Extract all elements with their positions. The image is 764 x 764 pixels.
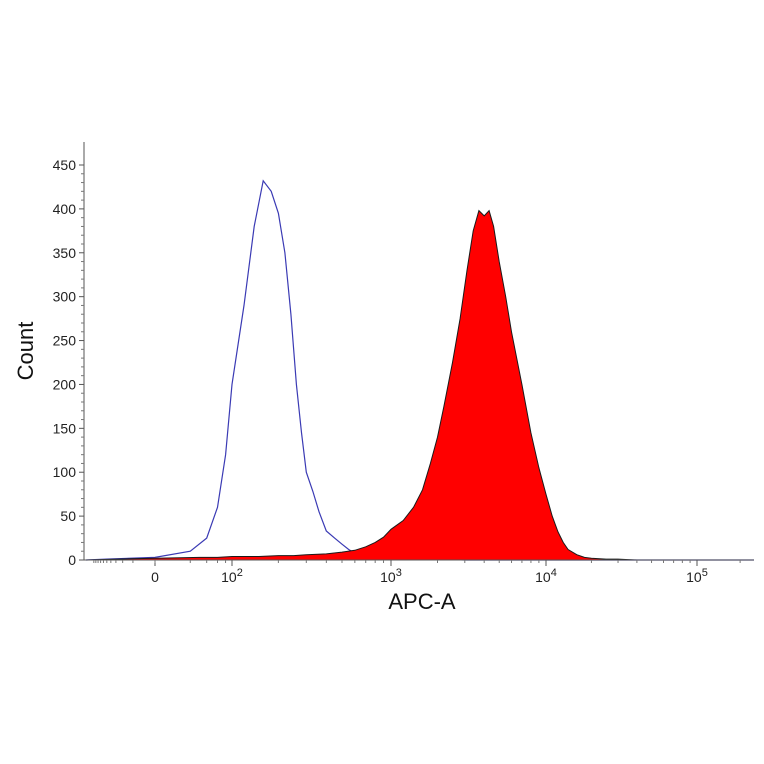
- y-axis-title: Count: [13, 322, 38, 381]
- x-axis-title: APC-A: [388, 589, 456, 614]
- y-tick-label: 350: [53, 245, 77, 261]
- y-tick-label: 200: [53, 376, 77, 392]
- x-tick-label: 103: [380, 567, 402, 585]
- series-filled-histogram: [85, 209, 754, 561]
- plot-area: [85, 179, 754, 561]
- y-tick-label: 50: [60, 508, 76, 524]
- y-tick-label: 450: [53, 157, 77, 173]
- y-tick-label: 100: [53, 464, 77, 480]
- y-tick-label: 400: [53, 201, 77, 217]
- axes: [83, 142, 754, 561]
- x-tick-label: 0: [151, 569, 159, 585]
- y-tick-label: 150: [53, 420, 77, 436]
- x-tick-label: 104: [535, 567, 557, 585]
- y-tick-label: 300: [53, 289, 77, 305]
- x-tick-label: 105: [686, 567, 708, 585]
- y-tick-label: 250: [53, 333, 77, 349]
- x-tick-label: 102: [221, 567, 243, 585]
- ticks: 0 50 100 150 200 250 300 350 400 450 0 102 103 104 105: [53, 157, 741, 585]
- y-tick-label: 0: [68, 552, 76, 568]
